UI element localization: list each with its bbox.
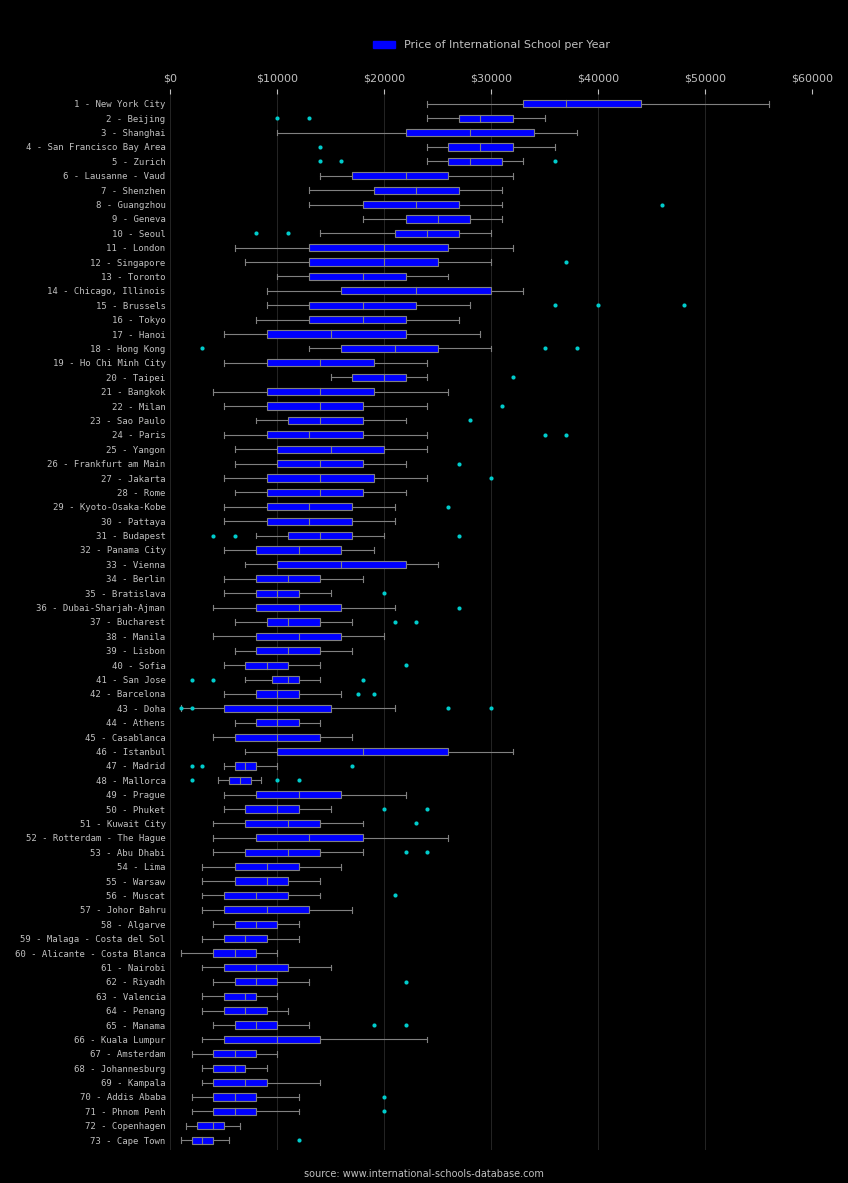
FancyBboxPatch shape (363, 201, 459, 208)
FancyBboxPatch shape (266, 360, 374, 367)
FancyBboxPatch shape (256, 791, 342, 799)
FancyBboxPatch shape (235, 864, 298, 871)
FancyBboxPatch shape (213, 1107, 256, 1116)
FancyBboxPatch shape (256, 605, 342, 612)
FancyBboxPatch shape (405, 215, 470, 222)
FancyBboxPatch shape (256, 547, 342, 554)
FancyBboxPatch shape (235, 920, 277, 927)
FancyBboxPatch shape (310, 259, 438, 266)
FancyBboxPatch shape (213, 1051, 256, 1058)
FancyBboxPatch shape (235, 978, 277, 985)
FancyBboxPatch shape (266, 474, 374, 481)
FancyBboxPatch shape (256, 589, 298, 596)
FancyBboxPatch shape (235, 878, 288, 885)
FancyBboxPatch shape (266, 518, 352, 525)
FancyBboxPatch shape (213, 950, 256, 957)
FancyBboxPatch shape (256, 633, 342, 640)
FancyBboxPatch shape (235, 762, 256, 769)
FancyBboxPatch shape (277, 446, 384, 453)
FancyBboxPatch shape (197, 1123, 224, 1130)
FancyBboxPatch shape (405, 129, 534, 136)
FancyBboxPatch shape (352, 172, 449, 180)
FancyBboxPatch shape (459, 115, 512, 122)
FancyBboxPatch shape (310, 273, 405, 280)
FancyBboxPatch shape (374, 187, 459, 194)
FancyBboxPatch shape (224, 935, 266, 942)
FancyBboxPatch shape (342, 287, 491, 295)
FancyBboxPatch shape (310, 316, 405, 323)
FancyBboxPatch shape (192, 1137, 213, 1144)
FancyBboxPatch shape (272, 675, 298, 683)
FancyBboxPatch shape (352, 374, 405, 381)
FancyBboxPatch shape (224, 993, 256, 1000)
FancyBboxPatch shape (245, 806, 298, 813)
FancyBboxPatch shape (266, 619, 320, 626)
FancyBboxPatch shape (523, 101, 641, 108)
FancyBboxPatch shape (256, 575, 320, 582)
FancyBboxPatch shape (213, 1093, 256, 1100)
FancyBboxPatch shape (288, 416, 363, 424)
Legend: Price of International School per Year: Price of International School per Year (368, 35, 614, 54)
FancyBboxPatch shape (310, 244, 449, 251)
FancyBboxPatch shape (224, 964, 288, 971)
FancyBboxPatch shape (277, 748, 449, 755)
FancyBboxPatch shape (224, 906, 310, 913)
FancyBboxPatch shape (213, 1079, 266, 1086)
FancyBboxPatch shape (256, 719, 298, 726)
FancyBboxPatch shape (395, 230, 459, 237)
FancyBboxPatch shape (277, 460, 363, 467)
FancyBboxPatch shape (266, 432, 363, 439)
FancyBboxPatch shape (224, 892, 288, 899)
FancyBboxPatch shape (224, 1036, 320, 1043)
FancyBboxPatch shape (266, 402, 363, 409)
FancyBboxPatch shape (213, 1065, 245, 1072)
FancyBboxPatch shape (256, 691, 298, 698)
FancyBboxPatch shape (277, 561, 405, 568)
FancyBboxPatch shape (266, 388, 374, 395)
FancyBboxPatch shape (256, 834, 363, 841)
FancyBboxPatch shape (288, 532, 352, 539)
FancyBboxPatch shape (224, 1007, 266, 1014)
FancyBboxPatch shape (449, 143, 512, 150)
FancyBboxPatch shape (235, 733, 320, 741)
FancyBboxPatch shape (266, 330, 405, 337)
FancyBboxPatch shape (245, 848, 320, 855)
FancyBboxPatch shape (266, 503, 352, 510)
FancyBboxPatch shape (310, 302, 416, 309)
FancyBboxPatch shape (449, 157, 502, 164)
FancyBboxPatch shape (235, 1021, 277, 1029)
FancyBboxPatch shape (245, 820, 320, 827)
FancyBboxPatch shape (224, 705, 331, 712)
FancyBboxPatch shape (229, 777, 250, 784)
FancyBboxPatch shape (245, 661, 288, 668)
FancyBboxPatch shape (266, 489, 363, 496)
FancyBboxPatch shape (342, 345, 438, 353)
FancyBboxPatch shape (256, 647, 320, 654)
Text: source: www.international-schools-database.com: source: www.international-schools-databa… (304, 1169, 544, 1179)
